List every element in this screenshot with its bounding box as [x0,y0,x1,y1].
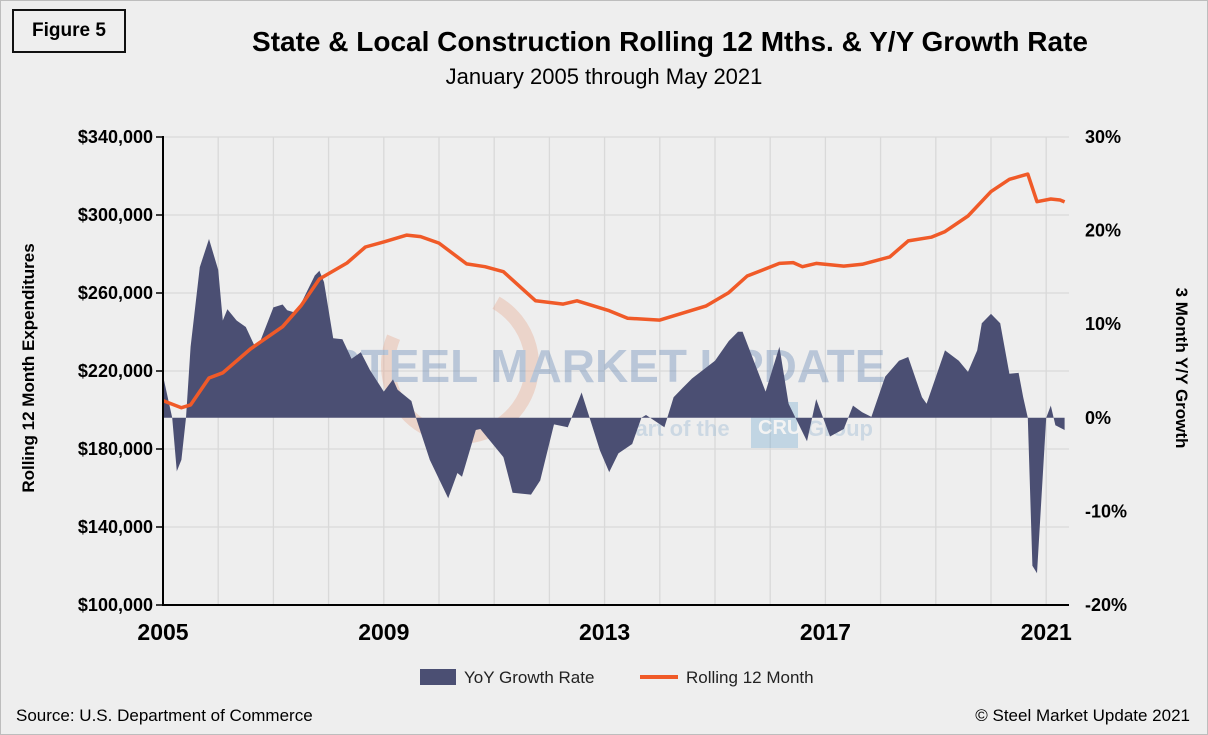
chart-title: State & Local Construction Rolling 12 Mt… [252,26,1088,57]
y-tick-label-left: $300,000 [78,205,153,225]
y-axis-left-label: Rolling 12 Month Expenditures [19,243,38,492]
y-tick-label-right: 20% [1085,221,1121,241]
marks [162,172,1066,574]
y-tick-label-left: $220,000 [78,361,153,381]
figure-label: Figure 5 [12,9,126,53]
y-axis-right-label: 3 Month Y/Y Growth [1172,288,1191,449]
watermark-sub-logo: CRU [758,417,801,439]
y-tick-label-left: $180,000 [78,439,153,459]
legend-swatch-area [420,669,456,685]
copyright-note: © Steel Market Update 2021 [975,706,1190,725]
y-tick-label-left: $260,000 [78,283,153,303]
legend: YoY Growth Rate Rolling 12 Month [420,668,814,687]
y-tick-label-left: $100,000 [78,595,153,615]
y-tick-label-right: -20% [1085,595,1127,615]
y-tick-label-right: 0% [1085,408,1111,428]
legend-label-rolling: Rolling 12 Month [686,668,814,687]
axes: $100,000 $140,000 $180,000 $220,000 $260,000… [78,127,1127,645]
x-tick-label: 2017 [800,619,851,645]
watermark-main: STEEL MARKET UPDATE [330,340,885,392]
legend-label-yoy: YoY Growth Rate [464,668,594,687]
y-tick-label-right: -10% [1085,501,1127,521]
y-tick-label-right: 10% [1085,314,1121,334]
y-tick-label-left: $340,000 [78,127,153,147]
y-tick-label-left: $140,000 [78,517,153,537]
x-tick-label: 2005 [137,619,188,645]
x-tick-label: 2013 [579,619,630,645]
source-note: Source: U.S. Department of Commerce [16,706,313,725]
chart-subtitle: January 2005 through May 2021 [445,64,763,89]
x-tick-label: 2021 [1021,619,1072,645]
y-tick-label-right: 30% [1085,127,1121,147]
x-tick-label: 2009 [358,619,409,645]
yoy-growth-area [163,239,1065,574]
